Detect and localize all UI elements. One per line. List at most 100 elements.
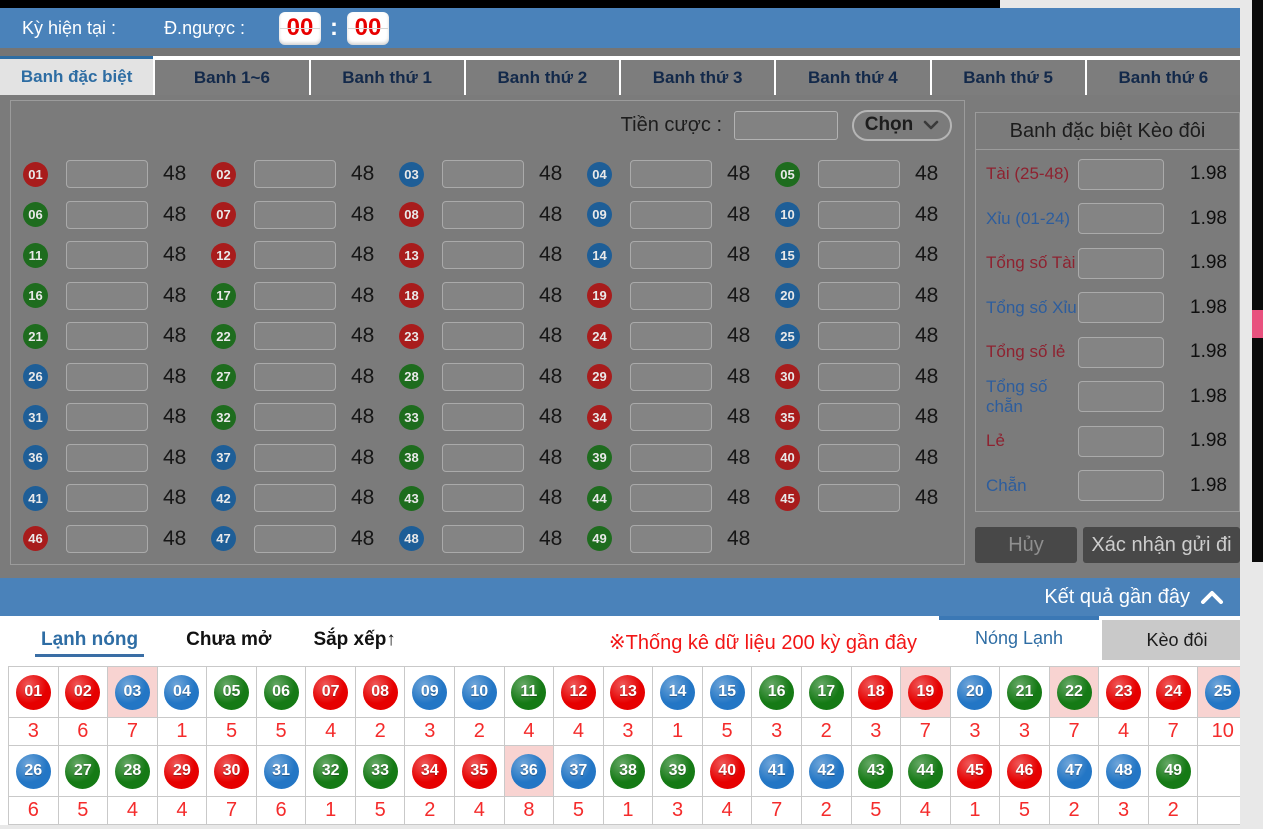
- bet-input-29[interactable]: [630, 362, 712, 391]
- result-count-cell-19: 7: [901, 718, 951, 746]
- bet-input-45[interactable]: [818, 484, 900, 513]
- filter-tab-chua-mo[interactable]: Chưa mở: [186, 629, 272, 650]
- result-count-cell-44: 4: [901, 797, 951, 825]
- bet-odds-23: 48: [539, 324, 563, 348]
- statistics-section: Lạnh nóng Chưa mở Sắp xếp↑ ※Thống kê dữ li…: [0, 616, 1252, 825]
- keo-doi-input-6[interactable]: [1078, 425, 1164, 457]
- ball-35: 35: [775, 404, 800, 430]
- confirm-submit-button[interactable]: Xác nhận gửi đi: [1083, 527, 1240, 563]
- bet-input-02[interactable]: [254, 160, 336, 189]
- keo-doi-input-1[interactable]: [1078, 203, 1164, 235]
- result-ball-08: 08: [362, 674, 398, 710]
- tab-banh-thu-6[interactable]: Banh thứ 6: [1086, 60, 1240, 95]
- bet-input-07[interactable]: [254, 200, 336, 229]
- bet-input-28[interactable]: [442, 362, 524, 391]
- view-tab-keo-doi[interactable]: Kèo đôi: [1102, 620, 1252, 660]
- keo-doi-row-3: Tổng số Xỉu 1.98: [986, 286, 1229, 331]
- bet-input-13[interactable]: [442, 241, 524, 270]
- bet-input-11[interactable]: [66, 241, 148, 270]
- bet-input-49[interactable]: [630, 524, 712, 553]
- bet-input-22[interactable]: [254, 322, 336, 351]
- tab-banh-1-6[interactable]: Banh 1~6: [155, 60, 309, 95]
- bet-amount-input[interactable]: [734, 110, 838, 140]
- tab-banh-thu-3[interactable]: Banh thứ 3: [621, 60, 775, 95]
- bet-input-43[interactable]: [442, 484, 524, 513]
- filter-tab-lanh-nong[interactable]: Lạnh nóng: [35, 629, 145, 657]
- tab-banh-thu-4[interactable]: Banh thứ 4: [776, 60, 930, 95]
- amount-select-button[interactable]: Chọn: [852, 109, 952, 141]
- bet-input-44[interactable]: [630, 484, 712, 513]
- bet-input-38[interactable]: [442, 443, 524, 472]
- bet-input-35[interactable]: [818, 403, 900, 432]
- bet-input-26[interactable]: [66, 362, 148, 391]
- bet-input-10[interactable]: [818, 200, 900, 229]
- result-empty-cell: [1198, 746, 1248, 797]
- keo-doi-input-5[interactable]: [1078, 381, 1164, 413]
- tab-banh-dac-biet[interactable]: Banh đặc biệt: [0, 56, 154, 95]
- view-tab-nong-lanh[interactable]: Nóng Lạnh: [939, 616, 1099, 656]
- bet-input-05[interactable]: [818, 160, 900, 189]
- result-ball-cell-11: 11: [504, 667, 555, 718]
- bet-input-48[interactable]: [442, 524, 524, 553]
- bet-input-21[interactable]: [66, 322, 148, 351]
- keo-doi-input-2[interactable]: [1078, 247, 1164, 279]
- bet-input-16[interactable]: [66, 281, 148, 310]
- bet-input-12[interactable]: [254, 241, 336, 270]
- bet-input-25[interactable]: [818, 322, 900, 351]
- result-ball-43: 43: [858, 753, 894, 789]
- bet-input-15[interactable]: [818, 241, 900, 270]
- bet-input-31[interactable]: [66, 403, 148, 432]
- bet-odds-02: 48: [351, 162, 375, 186]
- bet-input-33[interactable]: [442, 403, 524, 432]
- ball-47: 47: [211, 526, 236, 552]
- bet-input-42[interactable]: [254, 484, 336, 513]
- bet-input-20[interactable]: [818, 281, 900, 310]
- bet-input-01[interactable]: [66, 160, 148, 189]
- bet-input-17[interactable]: [254, 281, 336, 310]
- bet-input-27[interactable]: [254, 362, 336, 391]
- bet-input-19[interactable]: [630, 281, 712, 310]
- tab-banh-thu-5[interactable]: Banh thứ 5: [931, 60, 1085, 95]
- bet-input-24[interactable]: [630, 322, 712, 351]
- bet-input-03[interactable]: [442, 160, 524, 189]
- tab-banh-thu-1[interactable]: Banh thứ 1: [310, 60, 464, 95]
- bet-panel: Tiền cược : Chọn 01 48 02 48 03 48 04 48 05 48 06 4…: [10, 100, 965, 565]
- bet-input-09[interactable]: [630, 200, 712, 229]
- keo-doi-label-6: Lẻ: [986, 431, 1005, 451]
- keo-doi-input-0[interactable]: [1078, 158, 1164, 190]
- cancel-button[interactable]: Hủy: [975, 527, 1077, 563]
- filter-tab-sap-xep[interactable]: Sắp xếp↑: [313, 629, 396, 650]
- bet-input-23[interactable]: [442, 322, 524, 351]
- bet-input-39[interactable]: [630, 443, 712, 472]
- bet-input-46[interactable]: [66, 524, 148, 553]
- bet-input-08[interactable]: [442, 200, 524, 229]
- result-ball-cell-43: 43: [851, 746, 902, 797]
- bet-input-36[interactable]: [66, 443, 148, 472]
- keo-doi-label-0: Tài (25-48): [986, 164, 1070, 184]
- tab-banh-thu-2[interactable]: Banh thứ 2: [465, 60, 619, 95]
- bet-input-37[interactable]: [254, 443, 336, 472]
- bet-input-40[interactable]: [818, 443, 900, 472]
- keo-doi-input-3[interactable]: [1078, 292, 1164, 324]
- ball-34: 34: [587, 404, 612, 430]
- bet-odds-31: 48: [163, 405, 187, 429]
- result-ball-17: 17: [808, 674, 844, 710]
- bet-input-32[interactable]: [254, 403, 336, 432]
- bet-input-41[interactable]: [66, 484, 148, 513]
- result-empty-cell: [1198, 797, 1248, 825]
- result-ball-cell-26: 26: [9, 746, 59, 797]
- bet-input-47[interactable]: [254, 524, 336, 553]
- collapse-toggle[interactable]: [1200, 590, 1224, 604]
- keo-doi-input-4[interactable]: [1078, 336, 1164, 368]
- bet-input-04[interactable]: [630, 160, 712, 189]
- ball-29: 29: [587, 364, 612, 390]
- bet-input-34[interactable]: [630, 403, 712, 432]
- result-count-cell-20: 3: [950, 718, 1001, 746]
- right-rail-scrollbar[interactable]: [1252, 0, 1263, 562]
- bet-input-06[interactable]: [66, 200, 148, 229]
- side-column: Banh đặc biệt Kèo đôi Tài (25-48) 1.98 Xỉu…: [975, 112, 1240, 578]
- bet-input-18[interactable]: [442, 281, 524, 310]
- bet-input-14[interactable]: [630, 241, 712, 270]
- bet-input-30[interactable]: [818, 362, 900, 391]
- keo-doi-input-7[interactable]: [1078, 470, 1164, 502]
